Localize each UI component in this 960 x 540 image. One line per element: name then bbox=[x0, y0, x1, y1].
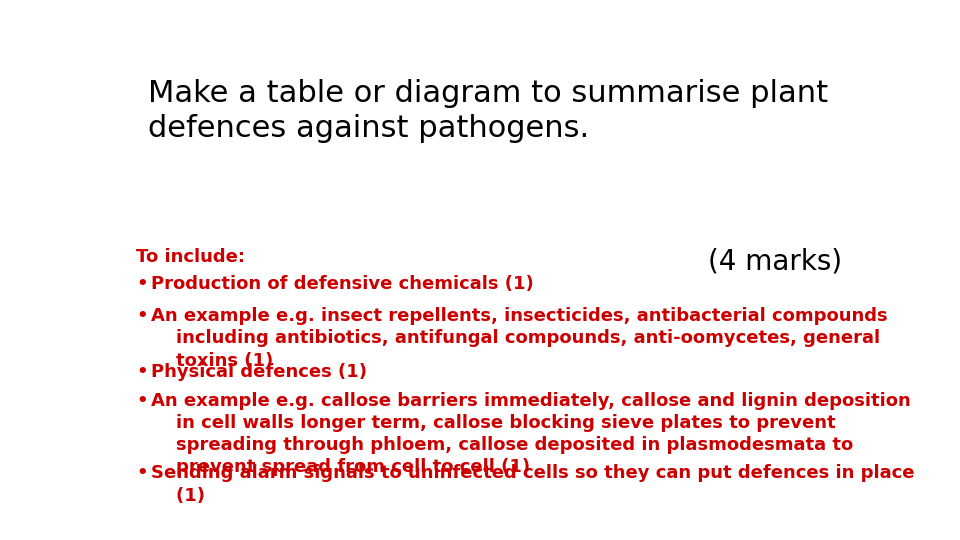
Text: An example e.g. callose barriers immediately, callose and lignin deposition
    : An example e.g. callose barriers immedia… bbox=[152, 392, 911, 476]
Text: Make a table or diagram to summarise plant
defences against pathogens.: Make a table or diagram to summarise pla… bbox=[148, 79, 828, 143]
Text: •: • bbox=[136, 392, 148, 410]
Text: •: • bbox=[136, 464, 148, 482]
Text: Physical defences (1): Physical defences (1) bbox=[152, 363, 368, 381]
Text: Production of defensive chemicals (1): Production of defensive chemicals (1) bbox=[152, 275, 534, 293]
Text: (4 marks): (4 marks) bbox=[708, 248, 842, 276]
Text: •: • bbox=[136, 307, 148, 325]
Text: An example e.g. insect repellents, insecticides, antibacterial compounds
    inc: An example e.g. insect repellents, insec… bbox=[152, 307, 888, 369]
Text: •: • bbox=[136, 363, 148, 381]
Text: To include:: To include: bbox=[136, 248, 246, 266]
Text: •: • bbox=[136, 275, 148, 293]
Text: Sending alarm signals to uninfected cells so they can put defences in place
    : Sending alarm signals to uninfected cell… bbox=[152, 464, 915, 504]
